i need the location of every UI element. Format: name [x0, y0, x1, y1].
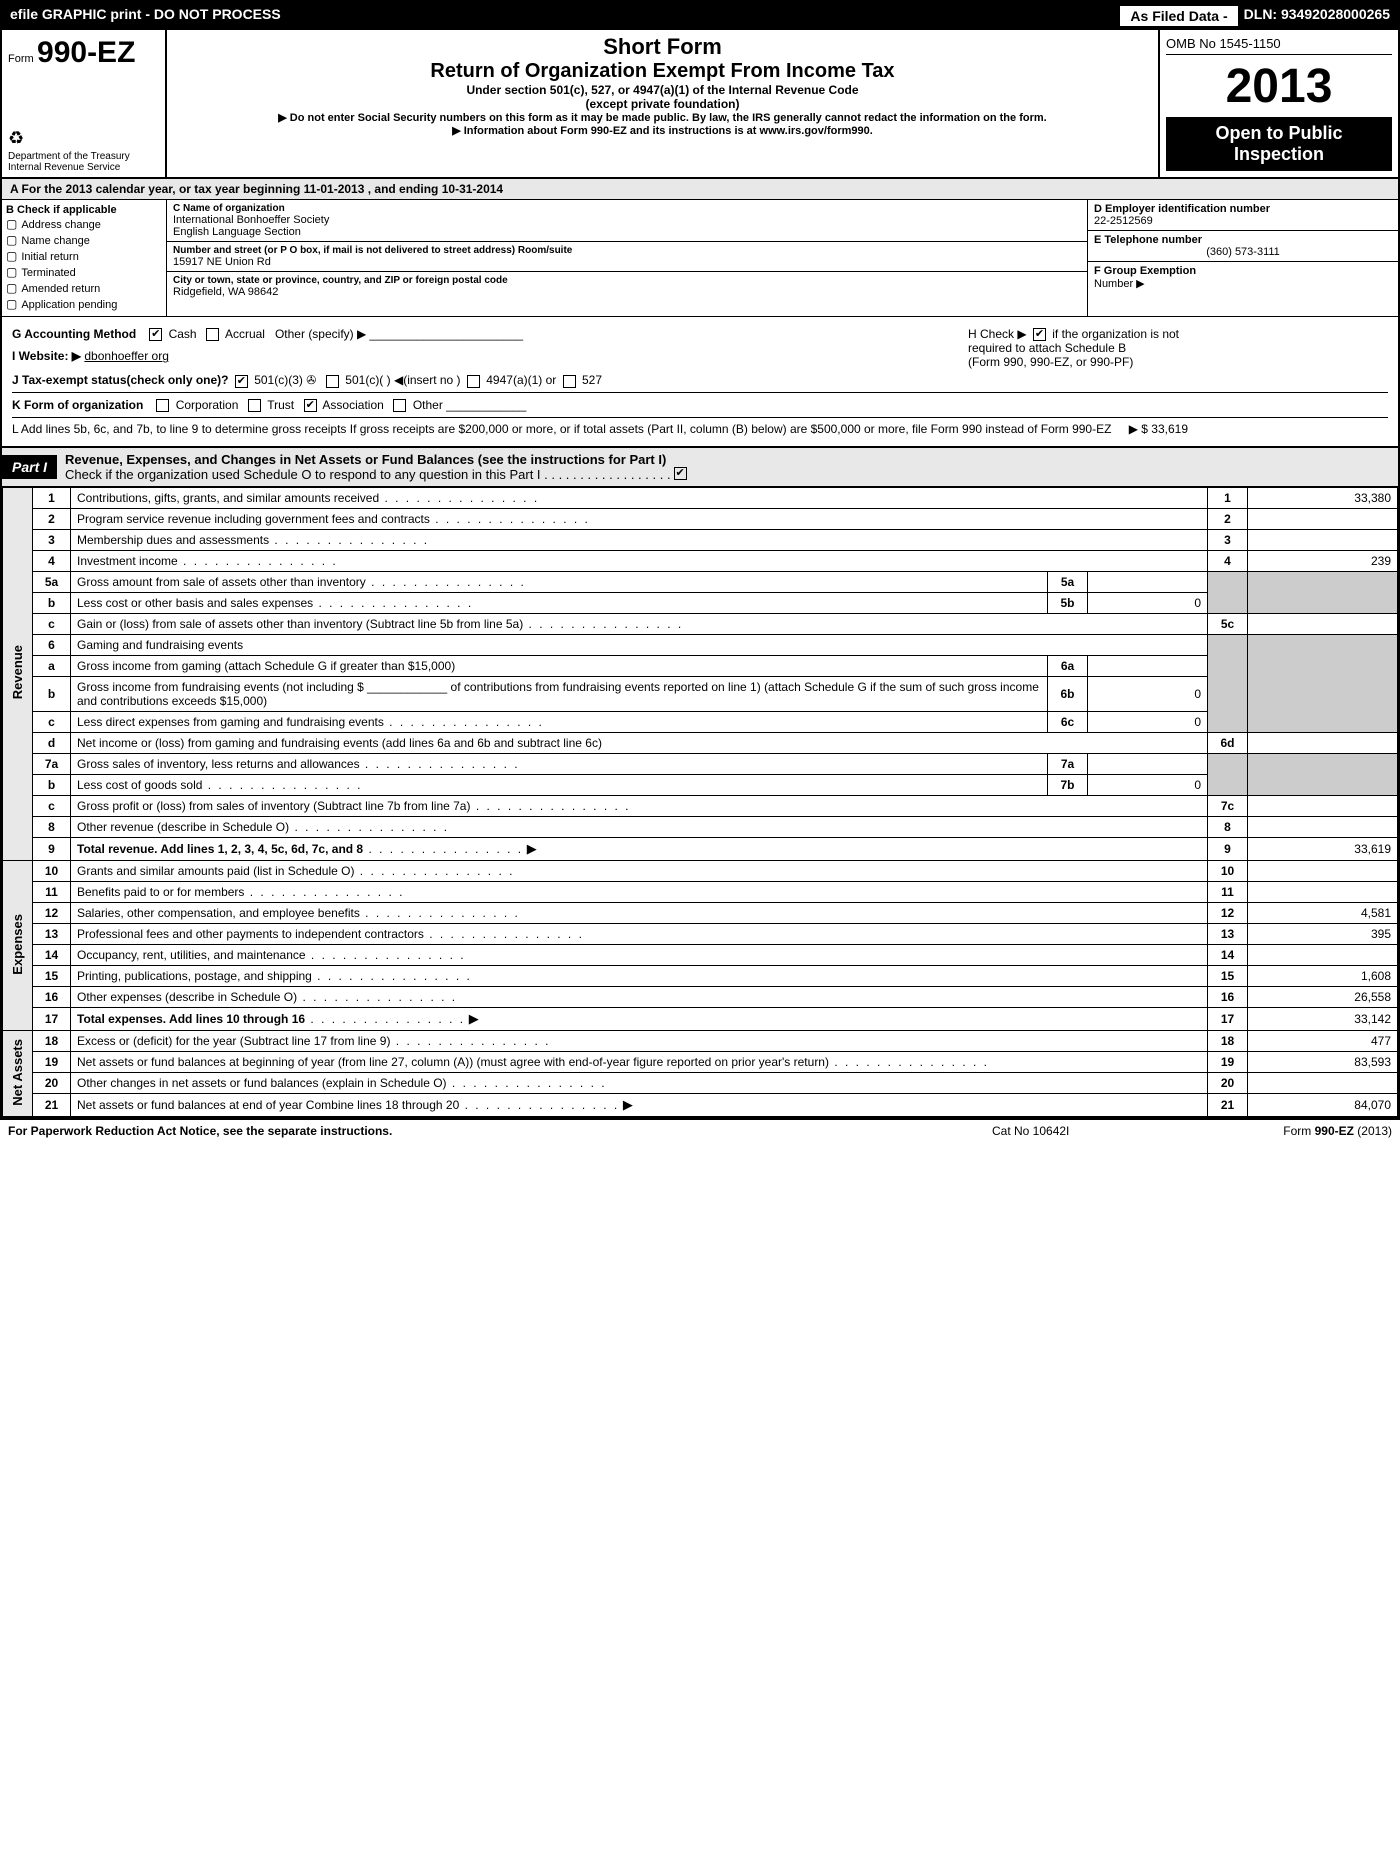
check-527[interactable]	[563, 375, 576, 388]
return-title: Return of Organization Exempt From Incom…	[177, 60, 1148, 83]
check-address-change[interactable]: Address change	[6, 216, 162, 232]
part-1-label: Part I	[2, 455, 57, 479]
city-state-zip: Ridgefield, WA 98642	[173, 286, 1081, 298]
except-subtitle: (except private foundation)	[177, 97, 1148, 111]
omb-number: OMB No 1545-1150	[1166, 36, 1392, 55]
expenses-side-label: Expenses	[3, 860, 33, 1030]
part-1-header: Part I Revenue, Expenses, and Changes in…	[2, 446, 1398, 487]
section-b-checkboxes: B Check if applicable Address change Nam…	[2, 200, 167, 316]
lines-g-through-l: H Check ▶ if the organization is not req…	[2, 317, 1398, 446]
line-13-amount: 395	[1248, 923, 1398, 944]
section-subtitle: Under section 501(c), 527, or 4947(a)(1)…	[177, 83, 1148, 97]
check-schedule-b[interactable]	[1033, 328, 1046, 341]
form-number: 990-EZ	[37, 36, 135, 69]
year-box: OMB No 1545-1150 2013 Open to Public Ins…	[1158, 30, 1398, 177]
as-filed-label: As Filed Data -	[1120, 6, 1237, 26]
ssn-warning: ▶ Do not enter Social Security numbers o…	[177, 111, 1148, 124]
info-link: ▶ Information about Form 990-EZ and its …	[177, 124, 1148, 137]
check-terminated[interactable]: Terminated	[6, 264, 162, 280]
form-prefix: Form	[8, 53, 34, 65]
check-association[interactable]	[304, 399, 317, 412]
org-name-1: International Bonhoeffer Society	[173, 214, 1081, 226]
check-other-org[interactable]	[393, 399, 406, 412]
title-section: Form 990-EZ ♻ Department of the Treasury…	[2, 30, 1398, 179]
line-16-amount: 26,558	[1248, 986, 1398, 1007]
top-bar: efile GRAPHIC print - DO NOT PROCESS As …	[2, 2, 1398, 30]
section-c-org-info: C Name of organization International Bon…	[167, 200, 1088, 316]
line-19-amount: 83,593	[1248, 1051, 1398, 1072]
line-l-gross-receipts: L Add lines 5b, 6c, and 7b, to line 9 to…	[12, 418, 1388, 440]
telephone-row: E Telephone number (360) 573-3111	[1088, 231, 1398, 262]
paperwork-notice: For Paperwork Reduction Act Notice, see …	[8, 1124, 992, 1138]
org-name-row: C Name of organization International Bon…	[167, 200, 1087, 242]
check-trust[interactable]	[248, 399, 261, 412]
city-row: City or town, state or province, country…	[167, 272, 1087, 301]
check-cash[interactable]	[149, 328, 162, 341]
page-footer: For Paperwork Reduction Act Notice, see …	[0, 1119, 1400, 1142]
financial-table: Revenue 1 Contributions, gifts, grants, …	[2, 487, 1398, 1117]
check-amended-return[interactable]: Amended return	[6, 280, 162, 296]
check-501c[interactable]	[326, 375, 339, 388]
line-15-amount: 1,608	[1248, 965, 1398, 986]
gross-receipts-amount: ▶ $ 33,619	[1129, 422, 1388, 436]
title-center: Short Form Return of Organization Exempt…	[167, 30, 1158, 177]
street-address: 15917 NE Union Rd	[173, 256, 1081, 268]
efile-label: efile GRAPHIC print - DO NOT PROCESS	[10, 6, 1114, 26]
short-form-title: Short Form	[177, 34, 1148, 60]
catalog-number: Cat No 10642I	[992, 1124, 1192, 1138]
recycle-icon: ♻	[8, 128, 24, 149]
line-17-total-expenses: 33,142	[1248, 1007, 1398, 1030]
line-21-amount: 84,070	[1248, 1093, 1398, 1116]
org-name-2: English Language Section	[173, 226, 1081, 238]
line-g-accounting: H Check ▶ if the organization is not req…	[12, 323, 1388, 345]
tax-year: 2013	[1166, 55, 1392, 117]
section-d-e-f: D Employer identification number 22-2512…	[1088, 200, 1398, 316]
check-accrual[interactable]	[206, 328, 219, 341]
website-link[interactable]: dbonhoeffer org	[84, 349, 169, 363]
telephone-value: (360) 573-3111	[1094, 246, 1392, 258]
group-exemption-row: F Group Exemption Number ▶	[1088, 262, 1398, 293]
line-1-amount: 33,380	[1248, 487, 1398, 508]
line-4-amount: 239	[1248, 550, 1398, 571]
section-b-through-f: B Check if applicable Address change Nam…	[2, 200, 1398, 317]
dln-label: DLN: 93492028000265	[1244, 6, 1390, 26]
ein-row: D Employer identification number 22-2512…	[1088, 200, 1398, 231]
line-k-org-form: K Form of organization Corporation Trust…	[12, 392, 1388, 418]
street-row: Number and street (or P O box, if mail i…	[167, 242, 1087, 272]
check-501c3[interactable]	[235, 375, 248, 388]
line-h-schedule-b: H Check ▶ if the organization is not req…	[968, 327, 1388, 369]
department-label: Department of the Treasury Internal Reve…	[8, 151, 130, 173]
line-j-tax-exempt: J Tax-exempt status(check only one)? 501…	[12, 369, 1388, 391]
check-initial-return[interactable]: Initial return	[6, 248, 162, 264]
ein-value: 22-2512569	[1094, 215, 1153, 227]
netassets-side-label: Net Assets	[3, 1030, 33, 1116]
form-number-box: Form 990-EZ ♻ Department of the Treasury…	[2, 30, 167, 177]
open-to-public: Open to Public Inspection	[1166, 117, 1392, 171]
line-18-amount: 477	[1248, 1030, 1398, 1051]
part-1-title: Revenue, Expenses, and Changes in Net As…	[57, 448, 705, 486]
line-9-total-revenue: 33,619	[1248, 837, 1398, 860]
form-version: Form 990-EZ (2013)	[1192, 1124, 1392, 1138]
line-12-amount: 4,581	[1248, 902, 1398, 923]
check-name-change[interactable]: Name change	[6, 232, 162, 248]
check-4947[interactable]	[467, 375, 480, 388]
revenue-side-label: Revenue	[3, 487, 33, 860]
line-a-calendar-year: A For the 2013 calendar year, or tax yea…	[2, 179, 1398, 200]
form-990ez-page: efile GRAPHIC print - DO NOT PROCESS As …	[0, 0, 1400, 1119]
check-application-pending[interactable]: Application pending	[6, 296, 162, 312]
check-schedule-o[interactable]	[674, 467, 687, 480]
check-corporation[interactable]	[156, 399, 169, 412]
